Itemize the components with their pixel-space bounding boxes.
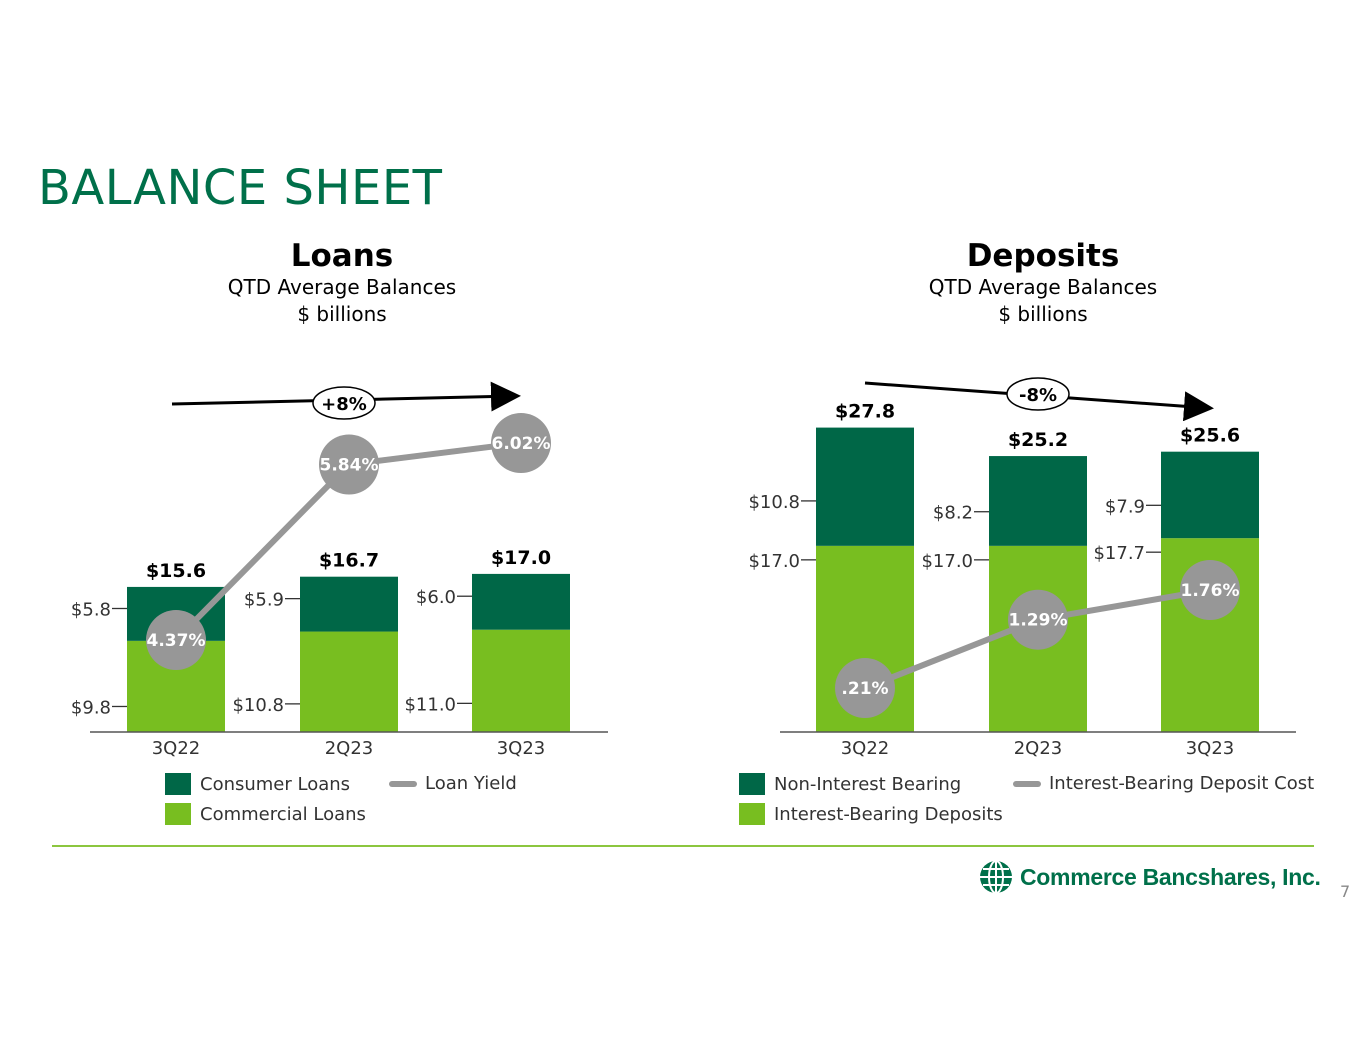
- loans-segment-label-3Q23-upper: $6.0: [416, 587, 456, 608]
- loans-line-point-3Q22: [146, 610, 206, 670]
- legend-item-interest-bearing-deposits: Interest-Bearing Deposits: [739, 803, 1003, 825]
- loans-segment-label-3Q23-lower: $11.0: [404, 694, 456, 715]
- deposits-line-label-3Q22: .21%: [841, 679, 888, 699]
- deposits-segment-label-3Q22-lower: $17.0: [748, 551, 800, 572]
- deposits-category-label-2Q23: 2Q23: [1014, 738, 1063, 759]
- deposits-line-point-3Q22: [835, 658, 895, 718]
- legend-item-commercial-loans: Commercial Loans: [165, 803, 366, 825]
- deposits-line-point-2Q23: [1008, 589, 1068, 650]
- deposits-segment-label-3Q23-lower: $17.7: [1093, 543, 1145, 564]
- legend-swatch-commercial-loans: [165, 803, 191, 825]
- legend-label-consumer-loans: Consumer Loans: [200, 773, 351, 795]
- deposits-chart-subtitle-2: $ billions: [998, 302, 1088, 326]
- loans-line-point-2Q23: [319, 434, 379, 495]
- loans-segment-label-2Q23-upper: $5.9: [244, 590, 284, 611]
- deposits-total-label-3Q22: $27.8: [835, 401, 895, 423]
- globe-icon: [980, 860, 1012, 894]
- loans-segment-label-3Q22-upper: $5.8: [71, 599, 111, 620]
- legend-swatch-consumer-loans: [165, 773, 191, 795]
- footer-divider: [52, 845, 1314, 847]
- legend-item-loan-yield: Loan Yield: [389, 773, 517, 794]
- deposits-bar-2Q23-upper: [989, 456, 1087, 546]
- deposits-total-label-2Q23: $25.2: [1008, 429, 1068, 451]
- loans-segment-label-3Q22-lower: $9.8: [71, 697, 111, 718]
- loans-total-label-3Q22: $15.6: [146, 560, 206, 582]
- loans-line-label-2Q23: 5.84%: [320, 455, 379, 475]
- loans-category-label-3Q23: 3Q23: [497, 738, 546, 759]
- loans-total-label-3Q23: $17.0: [491, 547, 551, 569]
- legend-item-consumer-loans: Consumer Loans: [165, 773, 350, 795]
- deposits-segment-label-3Q22-upper: $10.8: [748, 492, 800, 513]
- company-name: Commerce Bancshares, Inc.: [1020, 863, 1321, 890]
- company-logo: Commerce Bancshares, Inc.: [978, 859, 1321, 895]
- deposits-bar-3Q23-upper: [1161, 451, 1259, 539]
- loans-chart-title: Loans: [290, 238, 394, 274]
- deposits-category-label-3Q23: 3Q23: [1186, 738, 1235, 759]
- deposits-chart-title: Deposits: [966, 238, 1120, 274]
- loans-bar-3Q23-upper: [472, 573, 570, 630]
- loans-line-label-3Q23: 6.02%: [492, 434, 551, 454]
- deposits-change-badge: [1006, 377, 1070, 411]
- loans-change-label: +8%: [321, 394, 367, 415]
- loans-line-label-3Q22: 4.37%: [147, 631, 206, 651]
- deposits-line-label-3Q23: 1.76%: [1181, 581, 1240, 601]
- deposits-category-label-3Q22: 3Q22: [841, 738, 890, 759]
- page-number: 7: [1340, 882, 1351, 901]
- loans-chart-header: Loans QTD Average Balances $ billions: [132, 238, 552, 328]
- deposits-chart-header: Deposits QTD Average Balances $ billions: [833, 238, 1253, 328]
- legend-label-loan-yield: Loan Yield: [425, 773, 517, 794]
- loans-bar-2Q23-lower: [300, 631, 398, 732]
- loans-bar-3Q23-lower: [472, 629, 570, 732]
- legend-swatch-non-interest-bearing: [739, 773, 765, 795]
- deposits-segment-label-2Q23-lower: $17.0: [921, 551, 973, 572]
- loans-segment-label-2Q23-lower: $10.8: [232, 695, 284, 716]
- deposits-line-point-3Q23: [1180, 560, 1240, 620]
- loans-line-point-3Q23: [491, 413, 551, 473]
- loans-total-label-2Q23: $16.7: [319, 550, 379, 572]
- deposits-change-label: -8%: [1019, 385, 1057, 406]
- legend-label-deposit-cost: Interest-Bearing Deposit Cost: [1049, 773, 1315, 794]
- legend-item-deposit-cost: Interest-Bearing Deposit Cost: [1013, 773, 1314, 794]
- deposits-bar-3Q22-upper: [816, 427, 914, 546]
- page-title: BALANCE SHEET: [38, 160, 443, 216]
- legend-line-deposit-cost: [1013, 780, 1041, 787]
- deposits-segment-label-2Q23-upper: $8.2: [933, 503, 973, 524]
- deposits-total-label-3Q23: $25.6: [1180, 425, 1240, 447]
- loans-change-badge: [312, 386, 376, 420]
- loans-category-label-2Q23: 2Q23: [325, 738, 374, 759]
- loans-bar-2Q23-upper: [300, 576, 398, 632]
- legend-label-commercial-loans: Commercial Loans: [200, 803, 366, 825]
- legend-line-loan-yield: [389, 780, 417, 787]
- deposits-line-label-2Q23: 1.29%: [1009, 611, 1068, 631]
- legend-swatch-interest-bearing-deposits: [739, 803, 765, 825]
- deposits-chart-subtitle-1: QTD Average Balances: [928, 275, 1158, 299]
- loans-chart-subtitle-1: QTD Average Balances: [227, 275, 457, 299]
- loans-chart-subtitle-2: $ billions: [297, 302, 387, 326]
- legend-item-non-interest-bearing: Non-Interest Bearing: [739, 773, 961, 795]
- legend-label-non-interest-bearing: Non-Interest Bearing: [774, 773, 962, 795]
- loans-category-label-3Q22: 3Q22: [152, 738, 201, 759]
- legend-label-interest-bearing-deposits: Interest-Bearing Deposits: [774, 803, 1003, 825]
- deposits-segment-label-3Q23-upper: $7.9: [1105, 496, 1145, 517]
